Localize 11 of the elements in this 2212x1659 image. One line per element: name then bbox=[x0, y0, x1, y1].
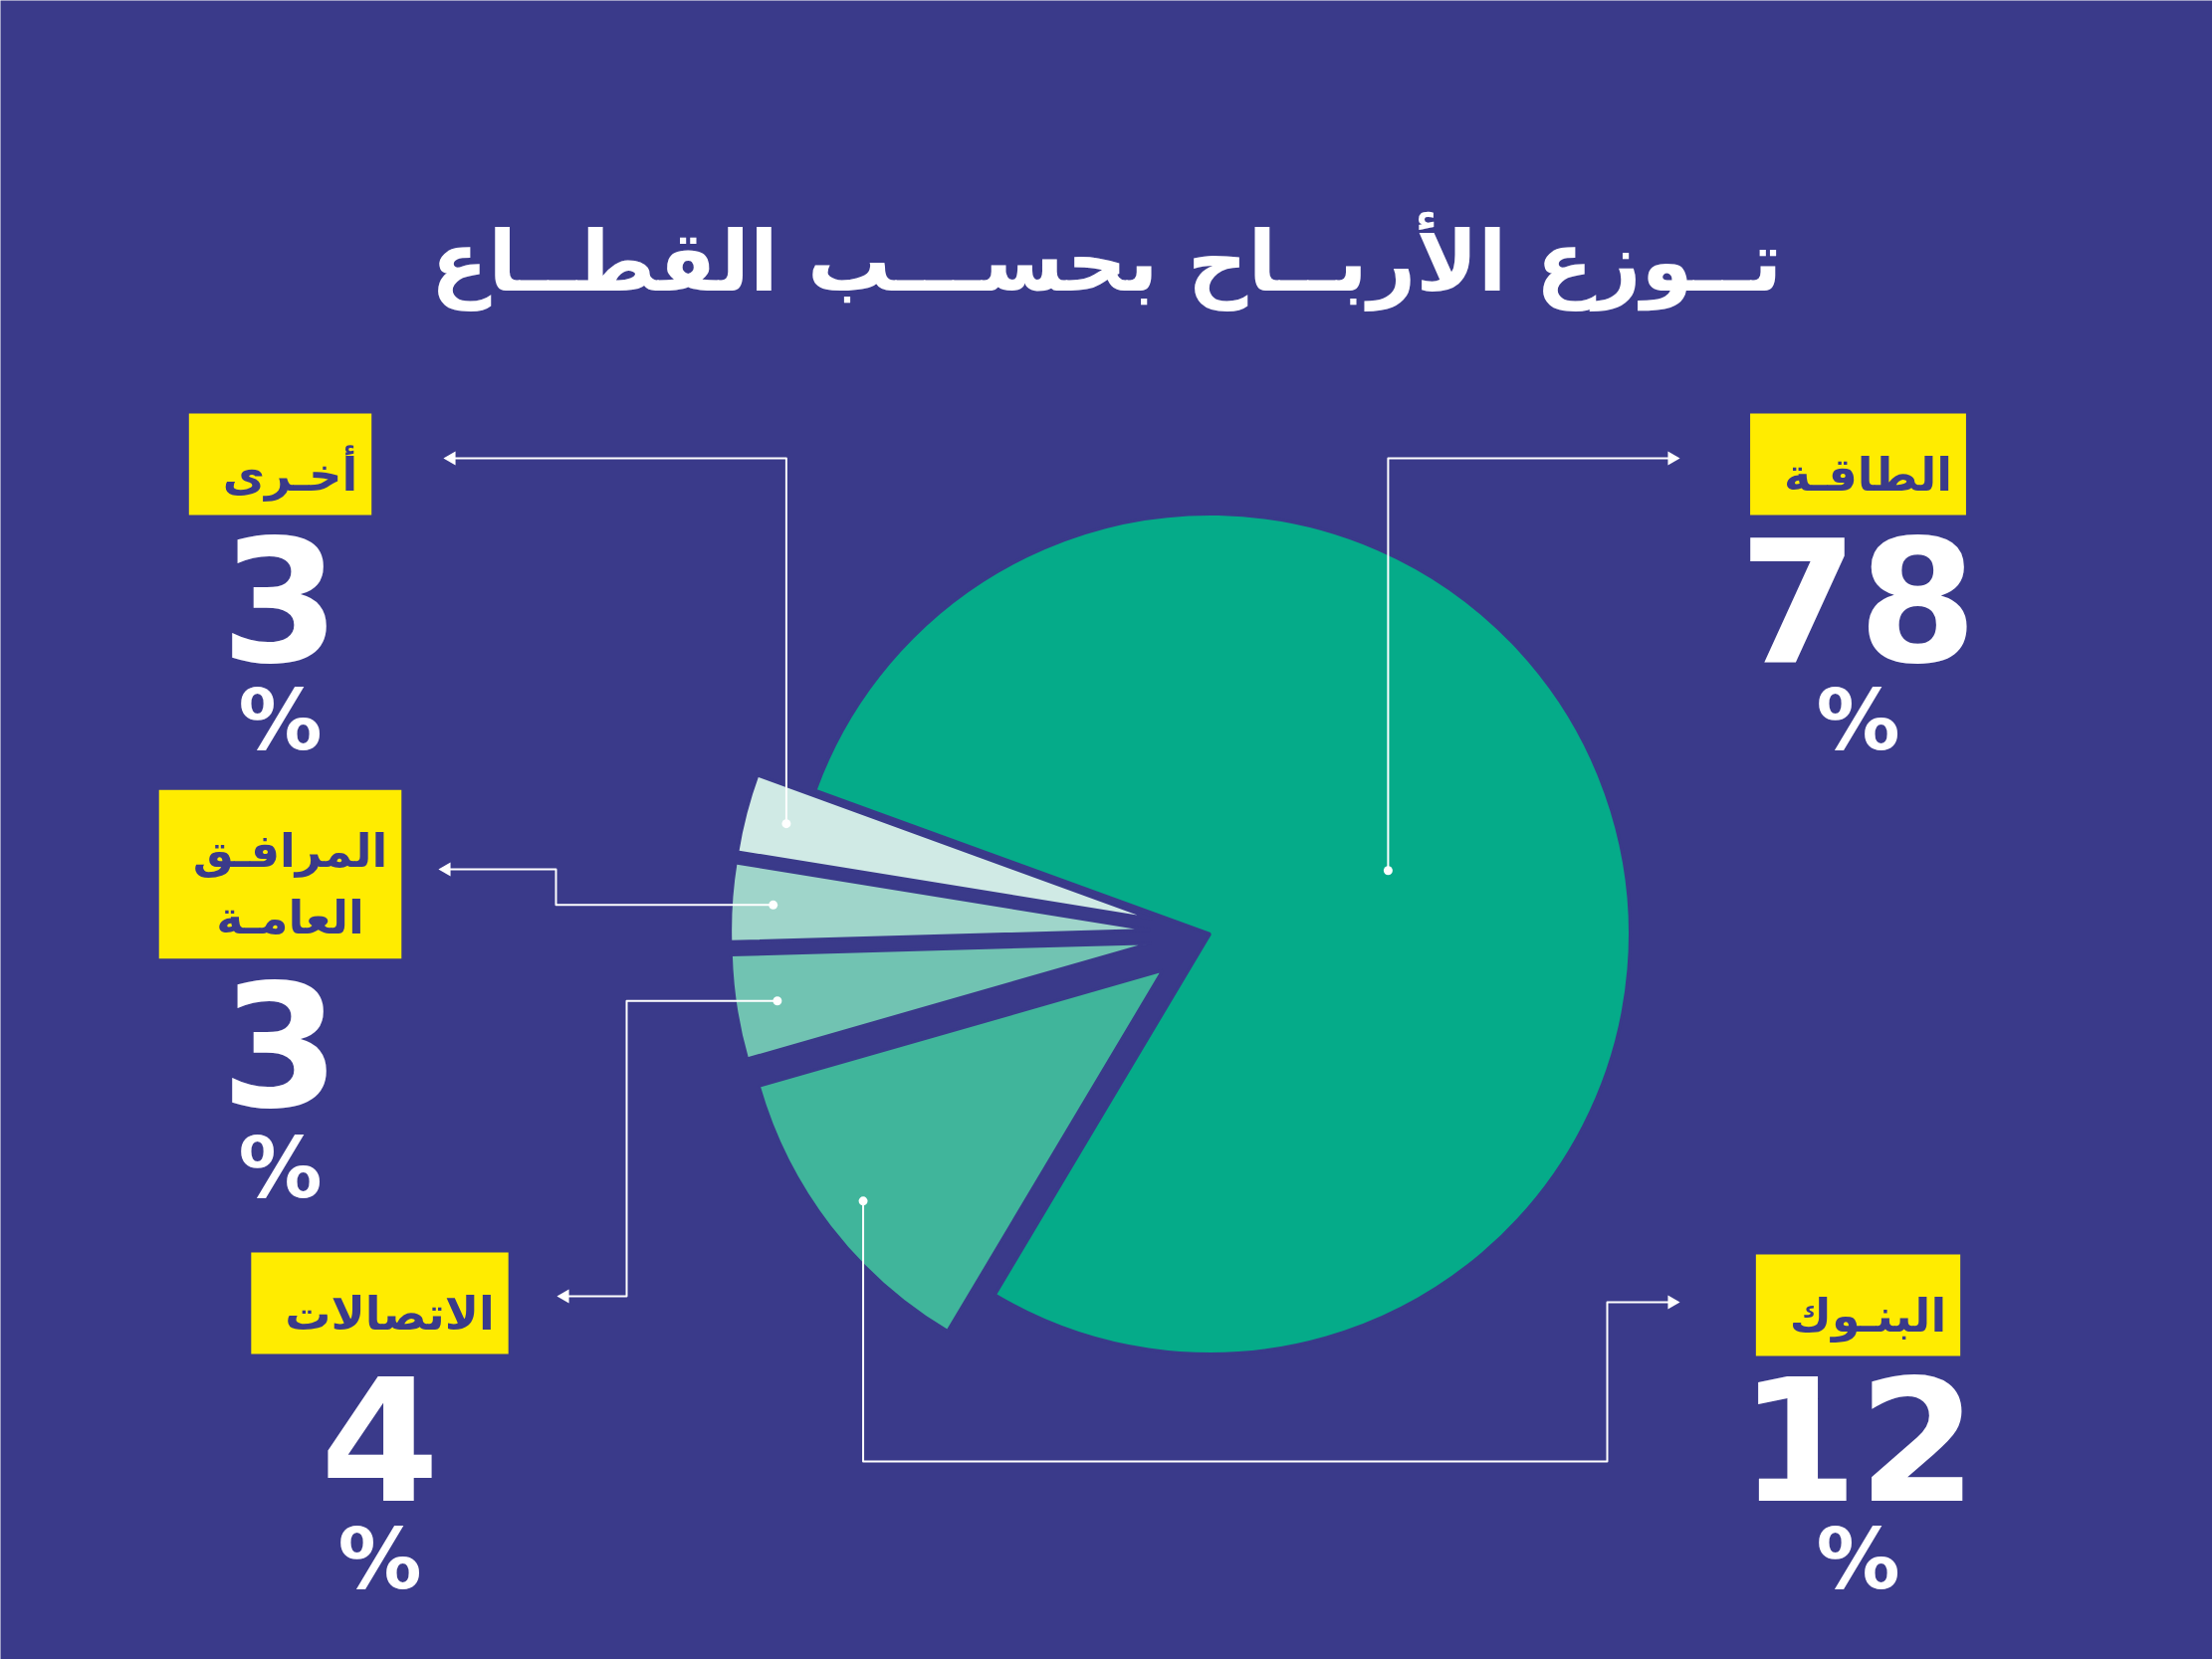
slice-label: أخـرى bbox=[222, 444, 358, 502]
slice-label: الطاقـة bbox=[1784, 447, 1952, 502]
data-label: 12% bbox=[1738, 1342, 1978, 1608]
data-label: 4% bbox=[320, 1342, 440, 1608]
data-label: 3% bbox=[220, 947, 340, 1217]
data-label: 3% bbox=[220, 503, 340, 769]
slice-label: الاتصالات bbox=[285, 1286, 495, 1341]
slice-label: البنـوك bbox=[1789, 1288, 1947, 1343]
data-label: 78% bbox=[1738, 503, 1978, 769]
chart-title: تــوزع الأربــاح بحســـب القطــاع bbox=[430, 210, 1783, 311]
slice-label: المرافـق العامـة bbox=[192, 823, 388, 945]
